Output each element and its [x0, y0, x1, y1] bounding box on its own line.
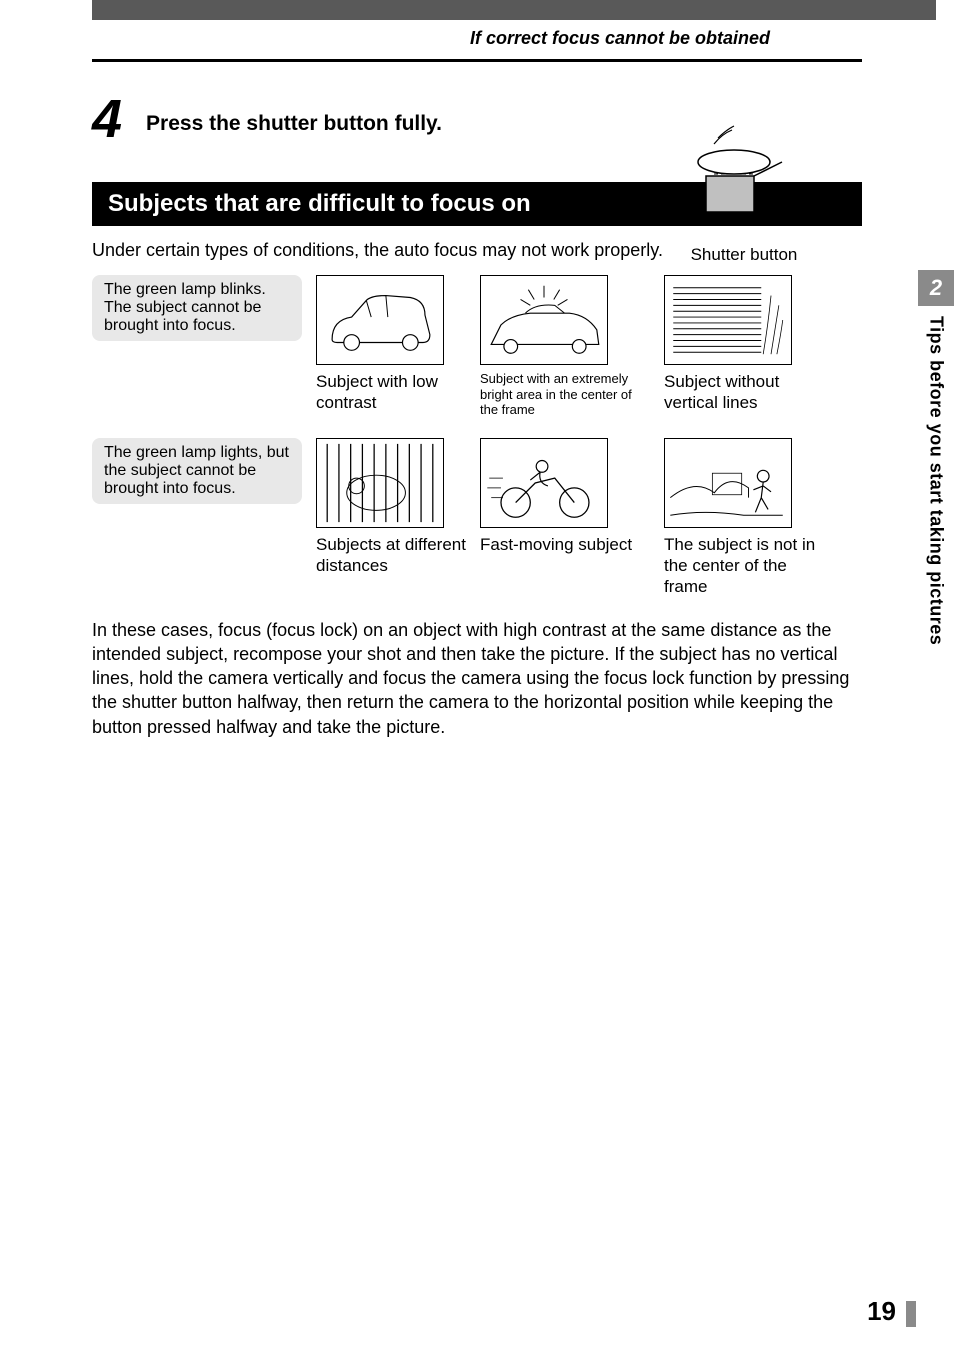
shutter-caption: Shutter button: [654, 245, 834, 265]
step-instruction: Press the shutter button fully.: [146, 112, 442, 136]
tip-box-blinks: The green lamp blinks. The subject canno…: [92, 275, 302, 341]
caption-fast-moving: Fast-moving subject: [480, 534, 650, 555]
car-icon: [317, 276, 443, 364]
thumb-fast-moving: [480, 438, 608, 528]
thumb-bright-area: [480, 275, 608, 365]
shutter-figure: Shutter button: [654, 112, 834, 265]
car-glare-icon: [481, 276, 607, 364]
caption-off-center: The subject is not in the center of the …: [664, 534, 824, 598]
thumb-low-contrast: [316, 275, 444, 365]
motorcycle-icon: [481, 439, 607, 527]
breadcrumb: If correct focus cannot be obtained: [470, 28, 770, 48]
thumb-diff-distances: [316, 438, 444, 528]
shutter-button-icon: [654, 112, 834, 232]
caption-diff-distances: Subjects at different distances: [316, 534, 466, 577]
page-number: 19: [867, 1296, 896, 1327]
page-mark: [906, 1301, 916, 1327]
cage-icon: [317, 439, 443, 527]
chapter-label: Tips before you start taking pictures: [926, 316, 947, 645]
focus-grid-row-1: The green lamp blinks. The subject canno…: [92, 275, 862, 418]
focus-grid-row-2: The green lamp lights, but the subject c…: [92, 438, 862, 598]
blinds-icon: [665, 276, 791, 364]
landscape-person-icon: [665, 439, 791, 527]
body-paragraph: In these cases, focus (focus lock) on an…: [92, 618, 862, 739]
thumb-off-center: [664, 438, 792, 528]
caption-no-vertical: Subject without vertical lines: [664, 371, 824, 414]
side-tab: 2 Tips before you start taking pictures: [918, 270, 954, 890]
caption-bright-area: Subject with an extremely bright area in…: [480, 371, 650, 418]
caption-low-contrast: Subject with low contrast: [316, 371, 466, 414]
step-number: 4: [92, 92, 122, 146]
top-bar: [92, 0, 936, 20]
header: If correct focus cannot be obtained: [92, 20, 862, 62]
tip-box-lights: The green lamp lights, but the subject c…: [92, 438, 302, 504]
chapter-number: 2: [918, 270, 954, 306]
thumb-no-vertical: [664, 275, 792, 365]
